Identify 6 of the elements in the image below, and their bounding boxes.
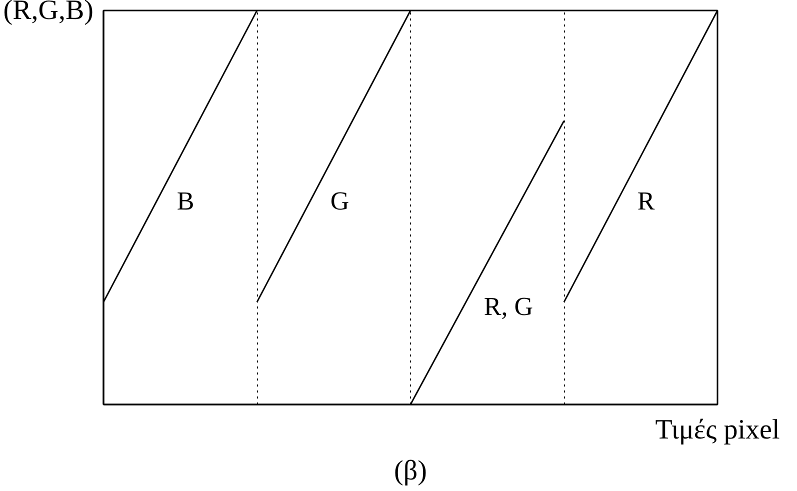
series-label: R, G bbox=[484, 292, 534, 322]
text: (β) bbox=[394, 456, 427, 486]
series-label: R bbox=[637, 186, 656, 216]
series-label: G bbox=[330, 186, 350, 216]
x-axis-title: Τιμές pixel bbox=[655, 414, 780, 446]
series-label: B bbox=[176, 186, 194, 216]
